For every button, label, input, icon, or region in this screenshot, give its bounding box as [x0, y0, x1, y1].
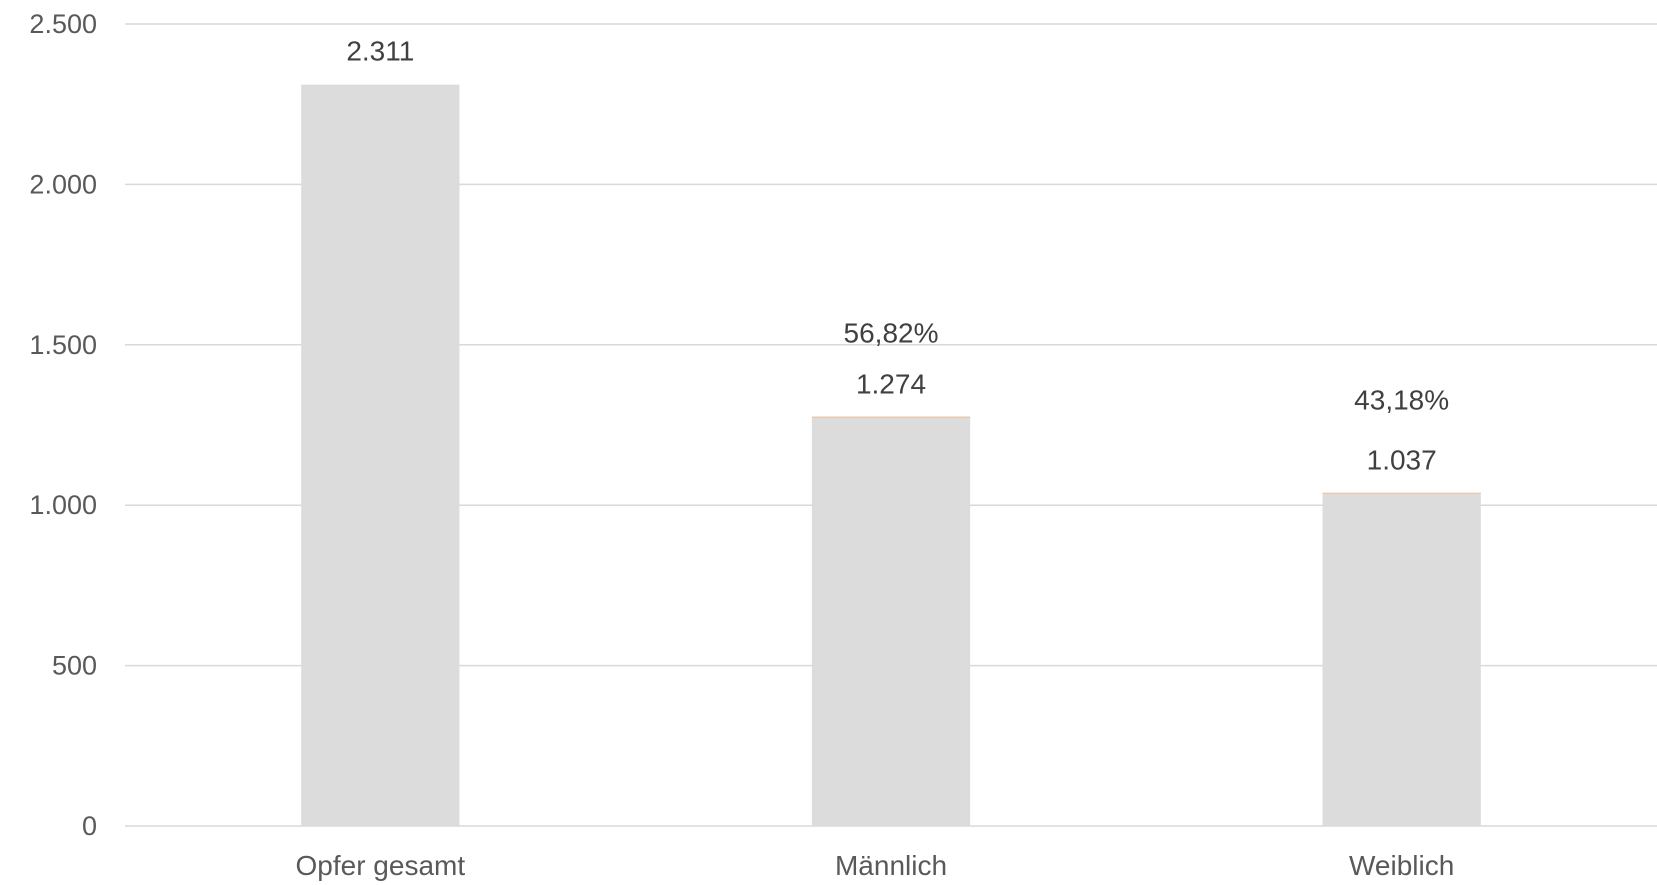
- x-category-label: Männlich: [835, 850, 947, 881]
- value-label: 1.037: [1367, 444, 1437, 475]
- y-tick-label: 0: [82, 811, 97, 841]
- x-category-label: Weiblich: [1349, 850, 1454, 881]
- percent-label: 43,18%: [1354, 384, 1449, 415]
- y-tick-label: 500: [52, 651, 97, 681]
- bars: [301, 84, 1481, 826]
- y-tick-label: 1.000: [29, 490, 97, 520]
- value-label: 2.311: [346, 36, 414, 67]
- y-tick-label: 1.500: [29, 330, 97, 360]
- x-category-label: Opfer gesamt: [296, 850, 466, 881]
- bar: [811, 417, 971, 826]
- data-labels: 2.311 1.274 56,82% 1.037 43,18%: [346, 36, 1449, 476]
- bar: [1322, 493, 1481, 826]
- y-tick-label: 2.500: [29, 9, 97, 39]
- percent-label: 56,82%: [844, 317, 939, 348]
- x-axis: Opfer gesamt Männlich Weiblich: [296, 850, 1455, 881]
- y-axis: 0 500 1.000 1.500 2.000 2.500: [29, 9, 97, 841]
- value-label: 1.274: [856, 368, 926, 399]
- y-tick-label: 2.000: [29, 169, 97, 199]
- bar: [301, 84, 460, 826]
